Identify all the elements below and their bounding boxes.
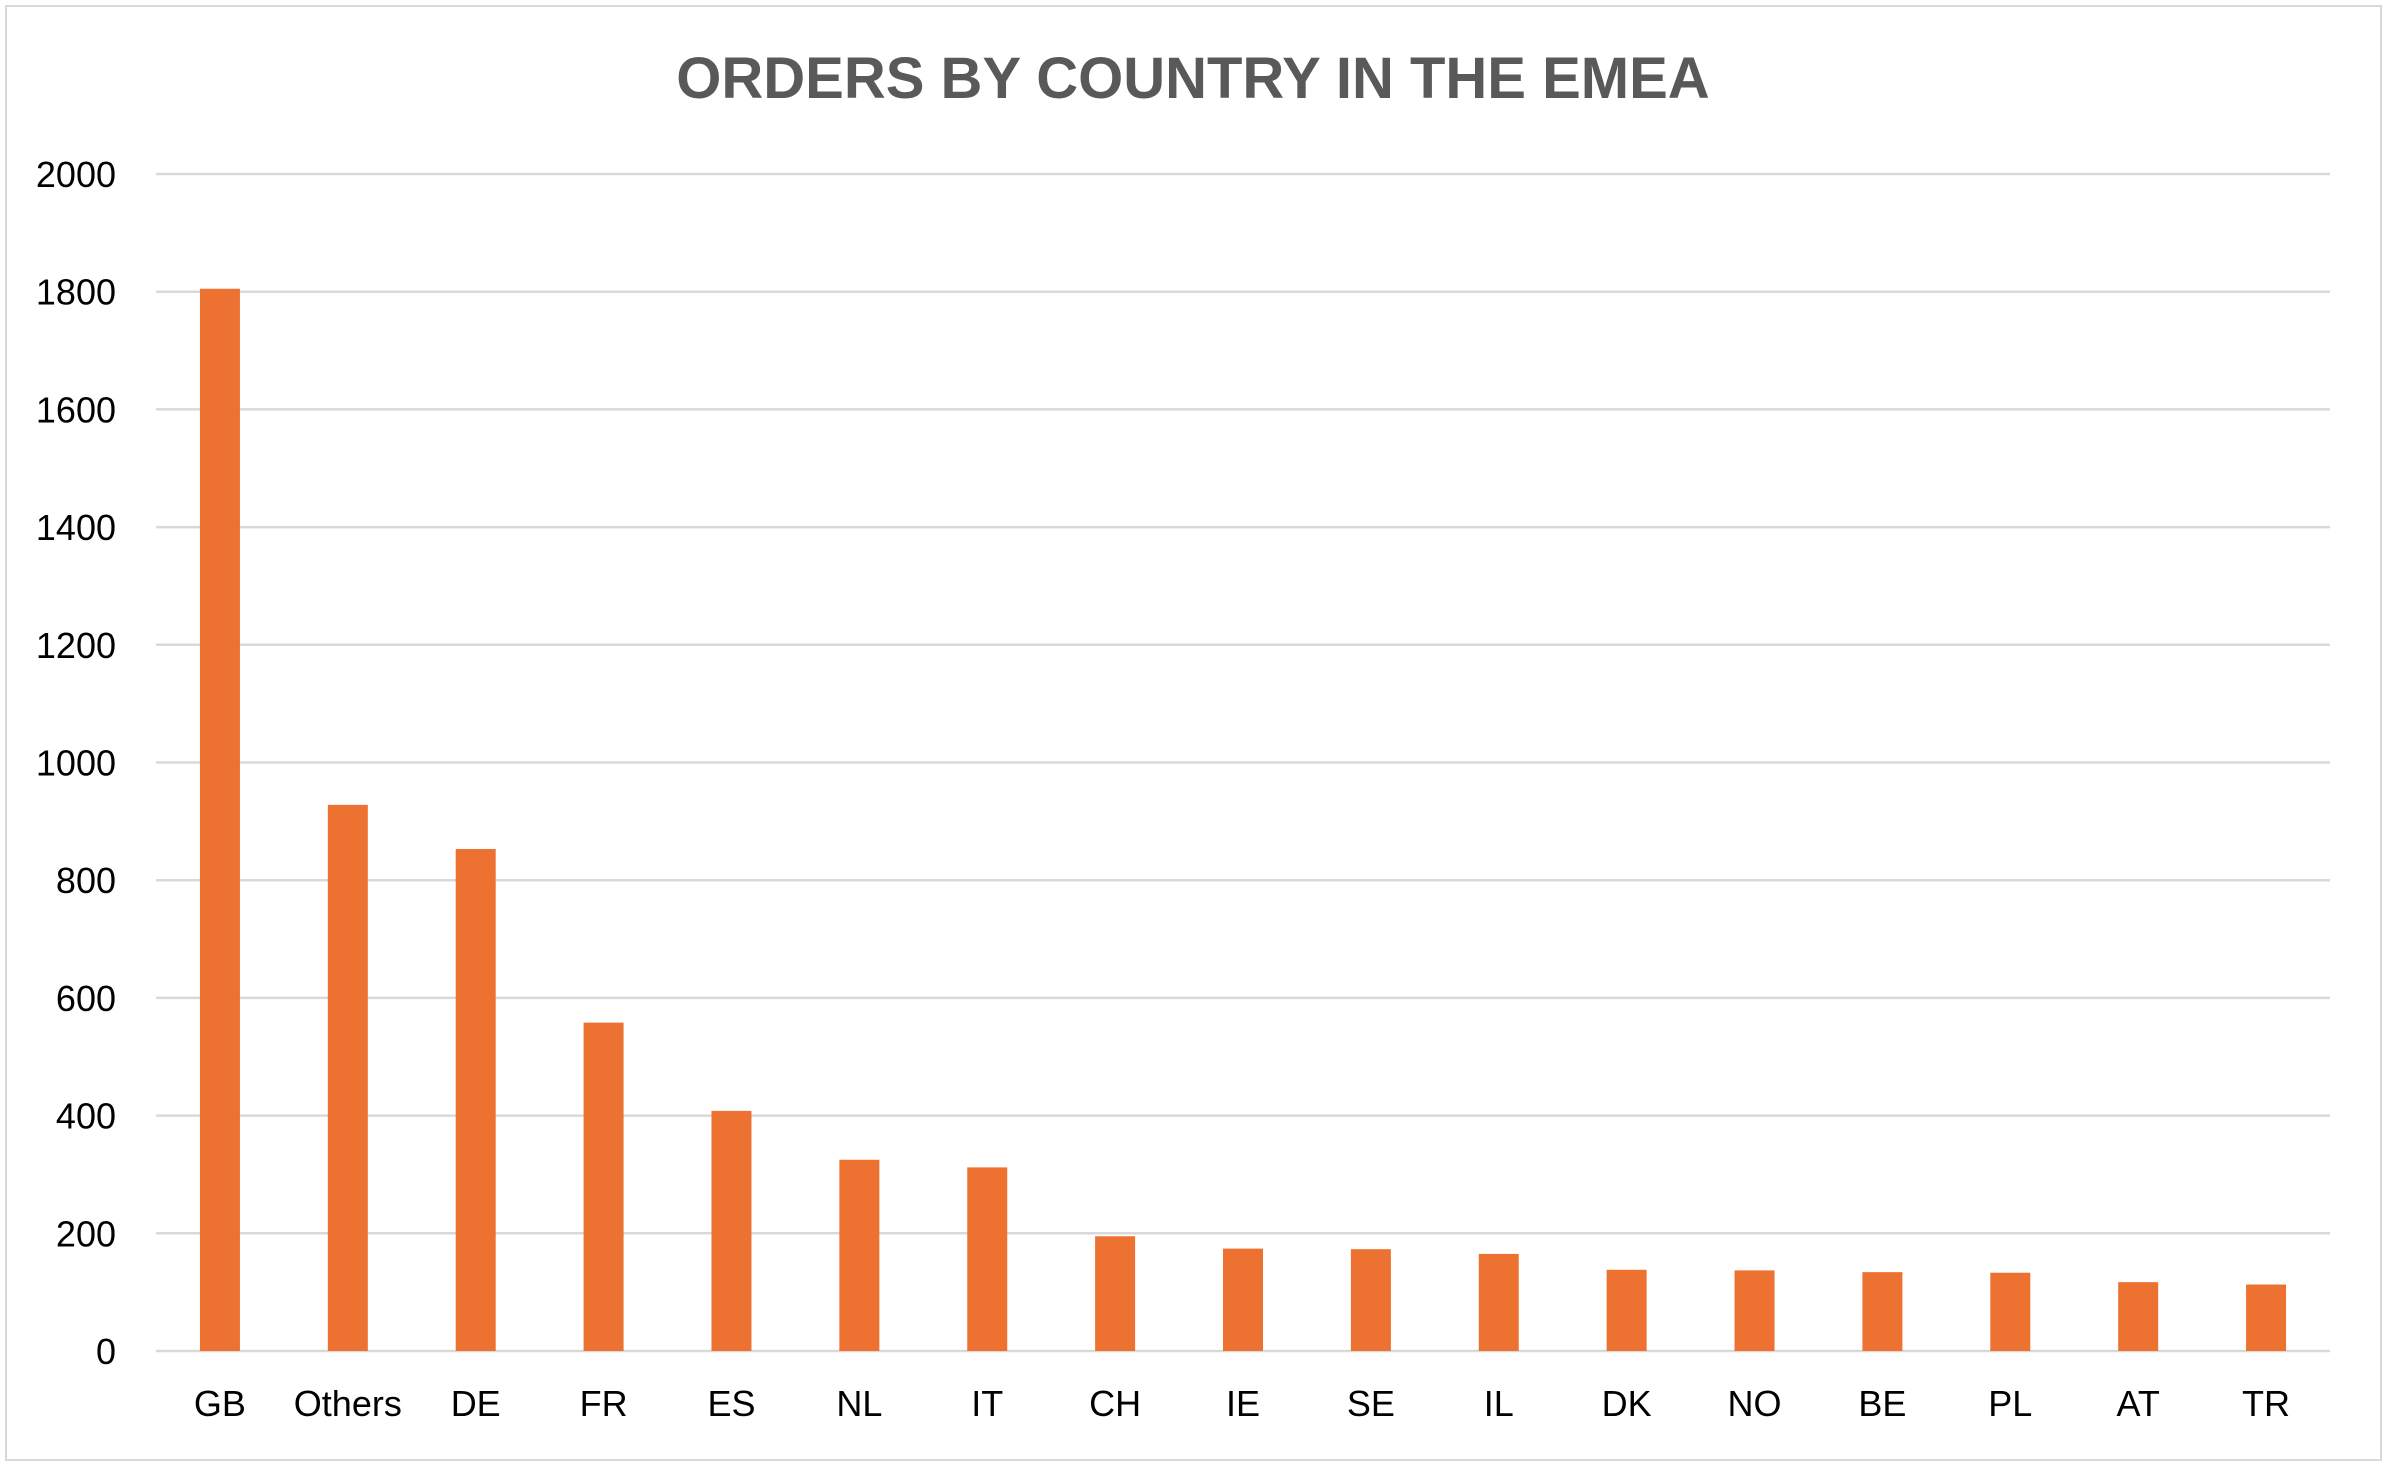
- y-tick-label: 400: [56, 1096, 116, 1137]
- x-tick-label-nl: NL: [836, 1383, 882, 1424]
- y-tick-label: 2000: [36, 154, 116, 195]
- bar-pl: [1990, 1272, 2031, 1351]
- x-tick-label-ie: IE: [1226, 1383, 1260, 1424]
- bar-it: [967, 1167, 1008, 1351]
- y-tick-label: 1400: [36, 507, 116, 548]
- x-tick-label-pl: PL: [1988, 1383, 2032, 1424]
- x-axis-tick-labels: GB Others DE FR ES NL IT CH IE SE IL DK NO BE PL AT TR: [194, 1383, 2290, 1424]
- y-tick-label: 1800: [36, 272, 116, 313]
- x-tick-label-gb: GB: [194, 1383, 246, 1424]
- y-tick-label: 800: [56, 860, 116, 901]
- bar-at: [2118, 1282, 2159, 1351]
- x-tick-label-be: BE: [1858, 1383, 1906, 1424]
- bar-nl: [839, 1159, 880, 1351]
- y-tick-label: 0: [96, 1331, 116, 1372]
- bar-no: [1734, 1270, 1775, 1351]
- x-tick-label-se: SE: [1347, 1383, 1395, 1424]
- bar-de: [455, 849, 496, 1351]
- x-tick-label-es: ES: [707, 1383, 755, 1424]
- y-tick-label: 1000: [36, 743, 116, 784]
- chart-title: ORDERS BY COUNTRY IN THE EMEA: [676, 46, 1709, 111]
- x-tick-label-il: IL: [1484, 1383, 1514, 1424]
- bars: [199, 288, 2287, 1351]
- bar-be: [1862, 1272, 1903, 1351]
- x-tick-label-others: Others: [294, 1383, 402, 1424]
- x-tick-label-ch: CH: [1089, 1383, 1141, 1424]
- chart-frame: [5, 5, 2382, 1461]
- bar-dk: [1606, 1269, 1647, 1351]
- bar-fr: [583, 1022, 624, 1351]
- bar-gb: [199, 288, 240, 1351]
- x-tick-label-it: IT: [971, 1383, 1003, 1424]
- gridlines: [156, 172, 2330, 1353]
- y-tick-label: 1600: [36, 389, 116, 430]
- bar-se: [1350, 1249, 1391, 1351]
- bar-ch: [1095, 1236, 1136, 1351]
- bar-others: [327, 804, 368, 1351]
- y-tick-label: 1200: [36, 625, 116, 666]
- y-tick-label: 600: [56, 978, 116, 1019]
- x-tick-label-de: DE: [451, 1383, 501, 1424]
- y-axis-tick-labels: 0 200 400 600 800 1000 1200 1400 1600 1800 2000: [36, 154, 116, 1372]
- bar-tr: [2246, 1284, 2287, 1351]
- bar-il: [1478, 1253, 1519, 1351]
- x-tick-label-at: AT: [2117, 1383, 2160, 1424]
- x-tick-label-dk: DK: [1602, 1383, 1652, 1424]
- x-tick-label-tr: TR: [2242, 1383, 2290, 1424]
- x-tick-label-fr: FR: [580, 1383, 628, 1424]
- y-tick-label: 200: [56, 1213, 116, 1254]
- x-tick-label-no: NO: [1728, 1383, 1782, 1424]
- bar-es: [711, 1110, 752, 1351]
- bar-ie: [1223, 1248, 1263, 1351]
